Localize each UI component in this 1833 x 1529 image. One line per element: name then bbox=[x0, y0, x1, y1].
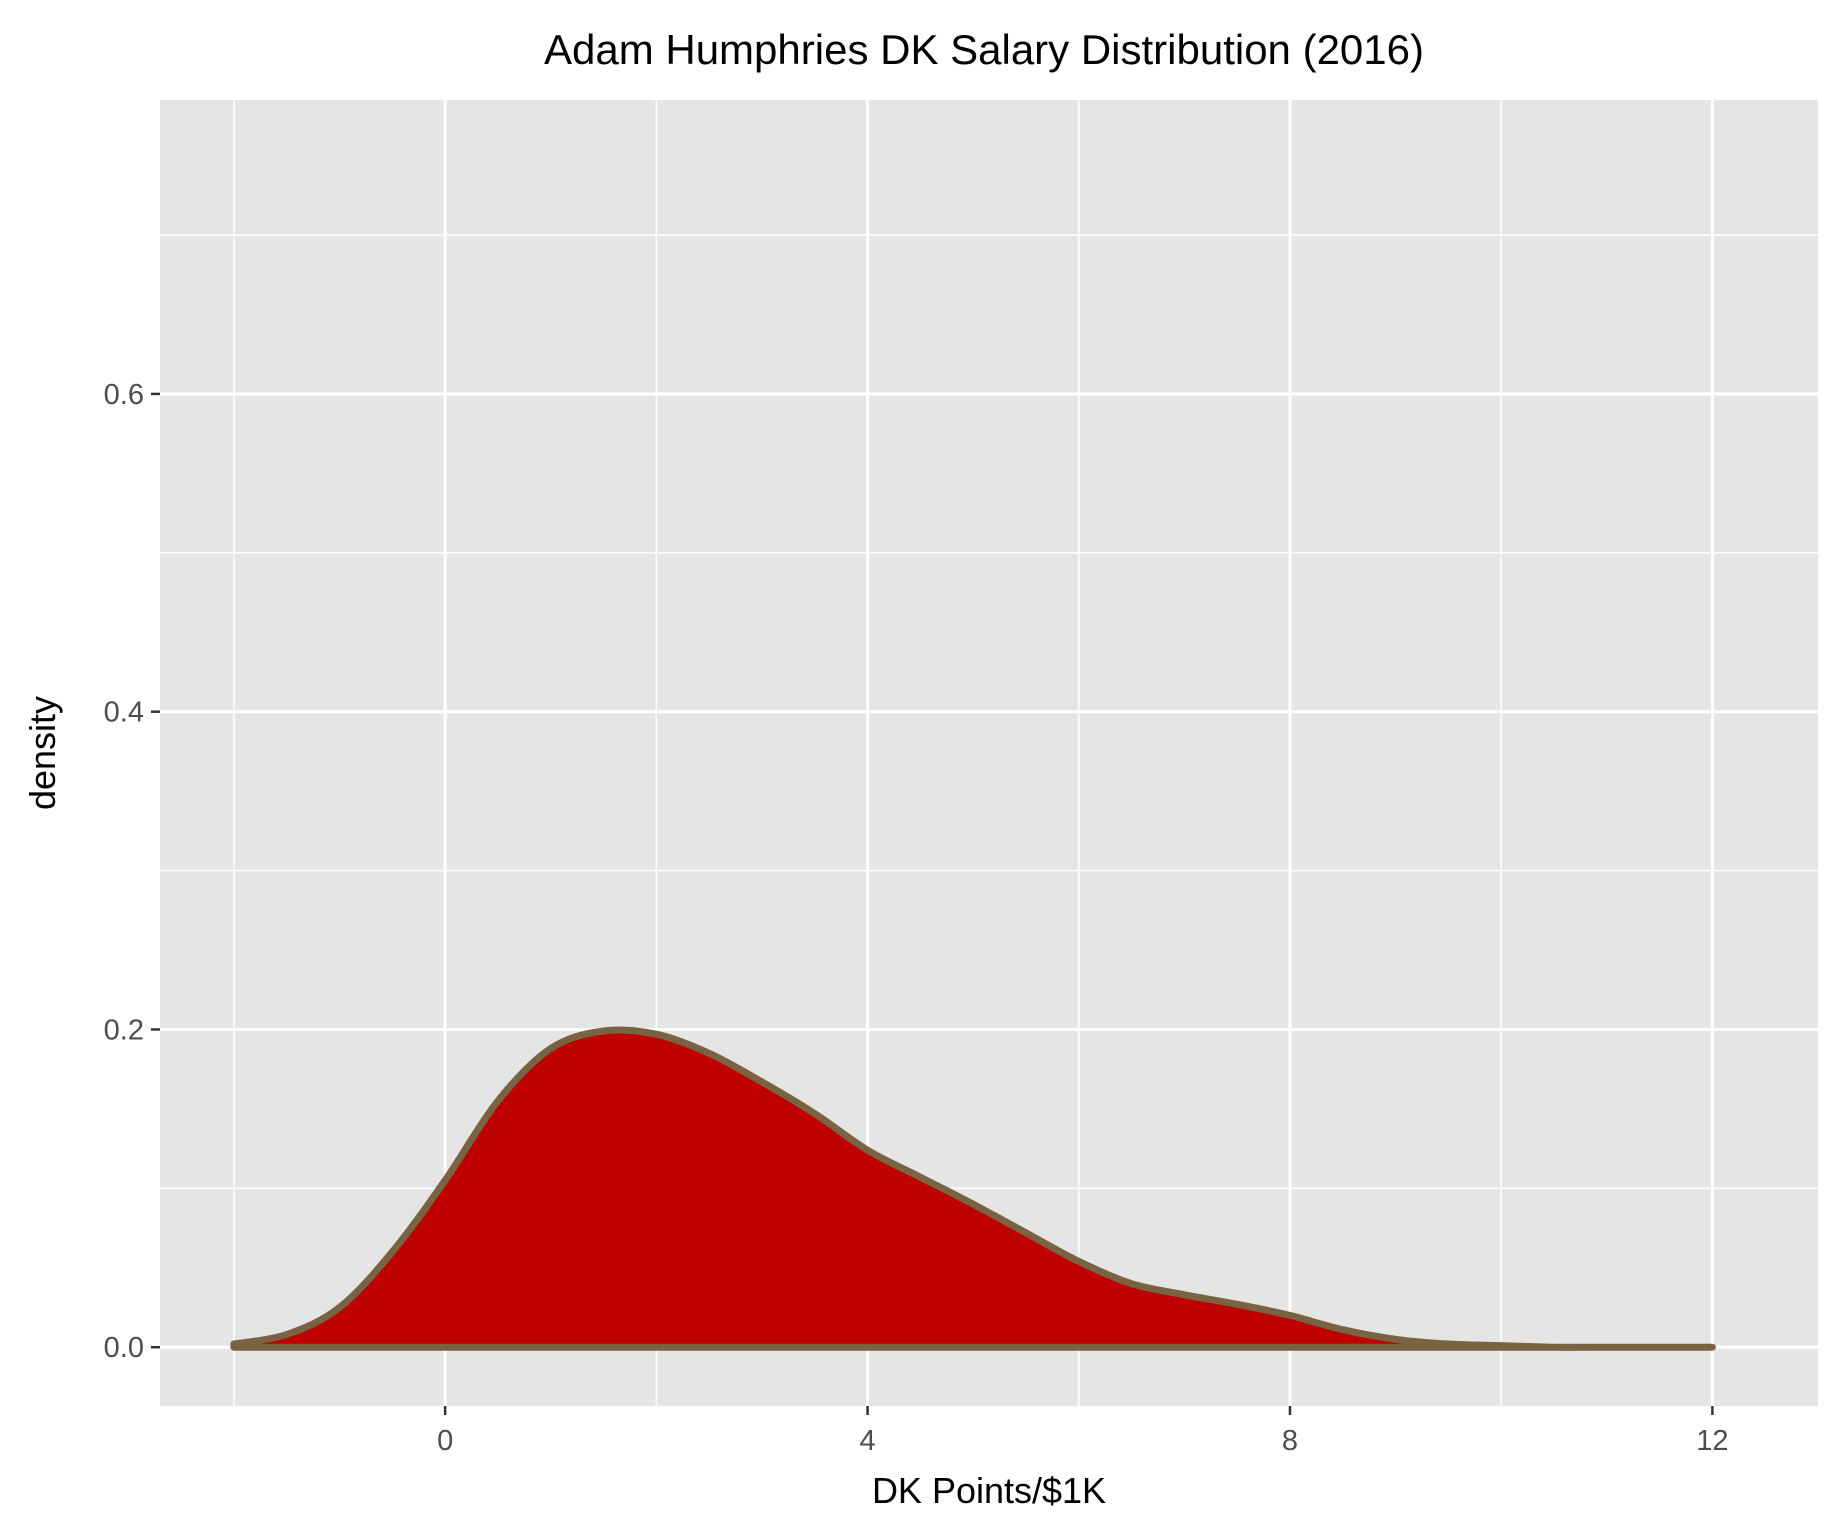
density-layer bbox=[230, 1026, 1716, 1351]
y-axis: 0.0 0.2 0.4 0.6 bbox=[104, 379, 160, 1364]
y-tick-label: 0.4 bbox=[104, 697, 144, 729]
minor-gridlines bbox=[160, 100, 1818, 1406]
y-tick-label: 0.0 bbox=[104, 1332, 144, 1364]
y-tick-label: 0.2 bbox=[104, 1014, 144, 1046]
x-tick-label: 8 bbox=[1282, 1425, 1298, 1457]
x-tick-label: 4 bbox=[859, 1425, 875, 1457]
x-tick-label: 12 bbox=[1696, 1425, 1728, 1457]
x-tick-label: 0 bbox=[437, 1425, 453, 1457]
x-axis-title: DK Points/$1K bbox=[872, 1470, 1106, 1511]
density-area bbox=[230, 1026, 1716, 1351]
y-axis-title: density bbox=[22, 696, 63, 810]
y-tick-label: 0.6 bbox=[104, 379, 144, 411]
chart-title: Adam Humphries DK Salary Distribution (2… bbox=[544, 26, 1424, 73]
x-axis: 0 4 8 12 bbox=[437, 1406, 1729, 1457]
